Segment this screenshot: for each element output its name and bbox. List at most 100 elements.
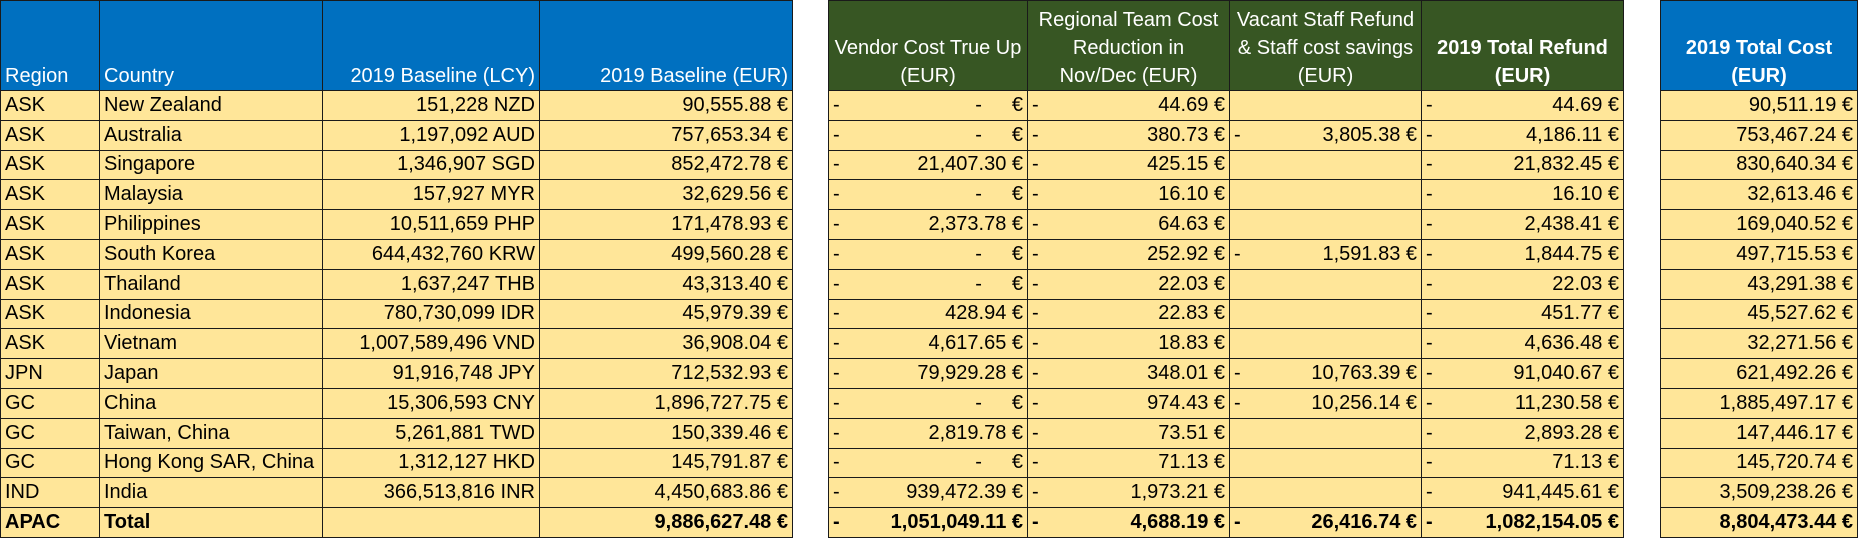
region-cell[interactable]: IND	[0, 477, 100, 509]
country-cell[interactable]: Australia	[99, 119, 323, 151]
baseline-lcy-cell[interactable]: 10,511,659 PHP	[322, 209, 540, 240]
vendor-cost-cell[interactable]: - 4,617.65 €	[828, 328, 1028, 360]
regional-team-cost-cell[interactable]: - 974.43 €	[1027, 387, 1230, 419]
baseline-lcy-cell[interactable]: 1,346,907 SGD	[322, 149, 540, 181]
baseline-eur-cell[interactable]: 32,629.56 €	[539, 179, 793, 211]
vendor-cost-cell[interactable]: - - €	[828, 447, 1028, 479]
country-cell[interactable]: Japan	[99, 358, 323, 389]
country-cell[interactable]: New Zealand	[99, 90, 323, 121]
regional-team-cost-cell[interactable]: - 252.92 €	[1027, 238, 1230, 270]
total-refund-cell[interactable]: - 4,636.48 €	[1421, 328, 1624, 360]
regional-team-cost-cell[interactable]: - 22.03 €	[1027, 268, 1230, 300]
vendor-cost-cell[interactable]: - 79,929.28 €	[828, 358, 1028, 389]
baseline-eur-cell[interactable]: 757,653.34 €	[539, 119, 793, 151]
total-refund-cell[interactable]: - 22.03 €	[1421, 268, 1624, 300]
total-cost-cell[interactable]: 8,804,473.44 €	[1660, 507, 1858, 538]
vendor-cost-cell[interactable]: - 939,472.39 €	[828, 477, 1028, 509]
baseline-eur-cell[interactable]: 1,896,727.75 €	[539, 387, 793, 419]
total-cost-cell[interactable]: 3,509,238.26 €	[1660, 477, 1858, 509]
total-cost-cell[interactable]: 753,467.24 €	[1660, 119, 1858, 151]
total-refund-cell[interactable]: - 44.69 €	[1421, 90, 1624, 121]
regional-team-cost-cell[interactable]: - 4,688.19 €	[1027, 507, 1230, 538]
baseline-lcy-cell[interactable]: 157,927 MYR	[322, 179, 540, 211]
total-refund-cell[interactable]: - 16.10 €	[1421, 179, 1624, 211]
country-cell[interactable]: Total	[99, 507, 323, 538]
country-cell[interactable]: South Korea	[99, 238, 323, 270]
vendor-cost-cell[interactable]: - - €	[828, 179, 1028, 211]
vendor-cost-cell[interactable]: - - €	[828, 387, 1028, 419]
total-cost-cell[interactable]: 32,613.46 €	[1660, 179, 1858, 211]
total-cost-cell[interactable]: 147,446.17 €	[1660, 417, 1858, 449]
total-refund-cell[interactable]: - 2,438.41 €	[1421, 209, 1624, 240]
vacant-staff-cell[interactable]	[1229, 179, 1422, 211]
baseline-lcy-cell[interactable]: 151,228 NZD	[322, 90, 540, 121]
regional-team-cost-cell[interactable]: - 71.13 €	[1027, 447, 1230, 479]
header-vacant-staff[interactable]: Vacant Staff Refund & Staff cost savings…	[1229, 0, 1422, 91]
total-cost-cell[interactable]: 497,715.53 €	[1660, 238, 1858, 270]
total-cost-cell[interactable]: 169,040.52 €	[1660, 209, 1858, 240]
total-refund-cell[interactable]: - 11,230.58 €	[1421, 387, 1624, 419]
region-cell[interactable]: GC	[0, 447, 100, 479]
vendor-cost-cell[interactable]: - 1,051,049.11 €	[828, 507, 1028, 538]
vacant-staff-cell[interactable]: - 10,256.14 €	[1229, 387, 1422, 419]
baseline-eur-cell[interactable]: 90,555.88 €	[539, 90, 793, 121]
header-vendor-cost[interactable]: Vendor Cost True Up (EUR)	[828, 0, 1028, 91]
baseline-lcy-cell[interactable]: 1,637,247 THB	[322, 268, 540, 300]
country-cell[interactable]: Malaysia	[99, 179, 323, 211]
baseline-lcy-cell[interactable]	[322, 507, 540, 538]
vendor-cost-cell[interactable]: - 2,373.78 €	[828, 209, 1028, 240]
total-cost-cell[interactable]: 621,492.26 €	[1660, 358, 1858, 389]
vacant-staff-cell[interactable]	[1229, 298, 1422, 330]
region-cell[interactable]: JPN	[0, 358, 100, 389]
vacant-staff-cell[interactable]	[1229, 477, 1422, 509]
total-refund-cell[interactable]: - 21,832.45 €	[1421, 149, 1624, 181]
regional-team-cost-cell[interactable]: - 73.51 €	[1027, 417, 1230, 449]
baseline-eur-cell[interactable]: 43,313.40 €	[539, 268, 793, 300]
vacant-staff-cell[interactable]: - 26,416.74 €	[1229, 507, 1422, 538]
vacant-staff-cell[interactable]	[1229, 149, 1422, 181]
country-cell[interactable]: India	[99, 477, 323, 509]
regional-team-cost-cell[interactable]: - 348.01 €	[1027, 358, 1230, 389]
header-region[interactable]: Region	[0, 0, 100, 91]
region-cell[interactable]: ASK	[0, 119, 100, 151]
vacant-staff-cell[interactable]	[1229, 209, 1422, 240]
baseline-lcy-cell[interactable]: 1,197,092 AUD	[322, 119, 540, 151]
vacant-staff-cell[interactable]	[1229, 417, 1422, 449]
baseline-eur-cell[interactable]: 9,886,627.48 €	[539, 507, 793, 538]
total-cost-cell[interactable]: 43,291.38 €	[1660, 268, 1858, 300]
region-cell[interactable]: ASK	[0, 179, 100, 211]
regional-team-cost-cell[interactable]: - 16.10 €	[1027, 179, 1230, 211]
baseline-eur-cell[interactable]: 499,560.28 €	[539, 238, 793, 270]
baseline-lcy-cell[interactable]: 1,312,127 HKD	[322, 447, 540, 479]
region-cell[interactable]: APAC	[0, 507, 100, 538]
total-cost-cell[interactable]: 145,720.74 €	[1660, 447, 1858, 479]
country-cell[interactable]: Thailand	[99, 268, 323, 300]
baseline-eur-cell[interactable]: 36,908.04 €	[539, 328, 793, 360]
regional-team-cost-cell[interactable]: - 1,973.21 €	[1027, 477, 1230, 509]
country-cell[interactable]: Philippines	[99, 209, 323, 240]
regional-team-cost-cell[interactable]: - 18.83 €	[1027, 328, 1230, 360]
total-refund-cell[interactable]: - 4,186.11 €	[1421, 119, 1624, 151]
header-baseline-eur[interactable]: 2019 Baseline (EUR)	[539, 0, 793, 91]
baseline-eur-cell[interactable]: 171,478.93 €	[539, 209, 793, 240]
total-cost-cell[interactable]: 32,271.56 €	[1660, 328, 1858, 360]
region-cell[interactable]: ASK	[0, 328, 100, 360]
baseline-lcy-cell[interactable]: 5,261,881 TWD	[322, 417, 540, 449]
region-cell[interactable]: GC	[0, 387, 100, 419]
country-cell[interactable]: China	[99, 387, 323, 419]
header-country[interactable]: Country	[99, 0, 323, 91]
regional-team-cost-cell[interactable]: - 22.83 €	[1027, 298, 1230, 330]
vendor-cost-cell[interactable]: - 428.94 €	[828, 298, 1028, 330]
region-cell[interactable]: ASK	[0, 90, 100, 121]
total-refund-cell[interactable]: - 1,082,154.05 €	[1421, 507, 1624, 538]
country-cell[interactable]: Singapore	[99, 149, 323, 181]
region-cell[interactable]: GC	[0, 417, 100, 449]
total-refund-cell[interactable]: - 91,040.67 €	[1421, 358, 1624, 389]
vendor-cost-cell[interactable]: - - €	[828, 119, 1028, 151]
country-cell[interactable]: Indonesia	[99, 298, 323, 330]
total-cost-cell[interactable]: 90,511.19 €	[1660, 90, 1858, 121]
region-cell[interactable]: ASK	[0, 298, 100, 330]
header-regional-team-cost[interactable]: Regional Team Cost Reduction in Nov/Dec …	[1027, 0, 1230, 91]
country-cell[interactable]: Hong Kong SAR, China	[99, 447, 323, 479]
header-baseline-lcy[interactable]: 2019 Baseline (LCY)	[322, 0, 540, 91]
